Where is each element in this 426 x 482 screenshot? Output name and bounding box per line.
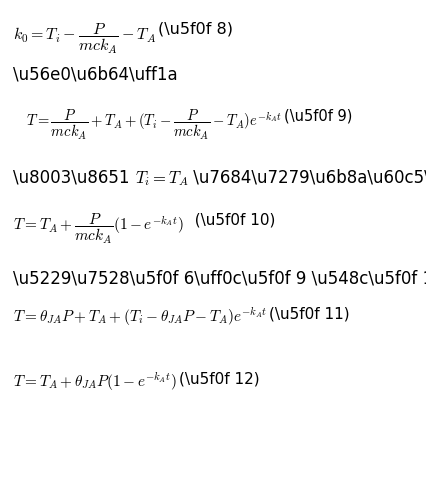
- Text: $T_i = T_A$: $T_i = T_A$: [135, 169, 188, 187]
- Text: (\u5f0f 10): (\u5f0f 10): [185, 212, 276, 227]
- Text: $T = T_A + \dfrac{P}{mck_A}(1 - e^{-k_A t})$: $T = T_A + \dfrac{P}{mck_A}(1 - e^{-k_A …: [13, 212, 183, 246]
- Text: \u5229\u7528\u5f0f 6\uff0c\u5f0f 9 \u548c\u5f0f 10 \u53ef\u4ee5\u6539\u5199\u4e3: \u5229\u7528\u5f0f 6\uff0c\u5f0f 9 \u548…: [13, 270, 426, 288]
- Text: $k_0 = T_i - \dfrac{P}{mck_A} -T_A$: $k_0 = T_i - \dfrac{P}{mck_A} -T_A$: [13, 22, 156, 56]
- Text: $T = \theta_{JA}P + T_A + (T_i - \theta_{JA}P - T_A)e^{-k_A t}$: $T = \theta_{JA}P + T_A + (T_i - \theta_…: [13, 306, 267, 328]
- Text: (\u5f0f 12): (\u5f0f 12): [178, 371, 259, 386]
- Text: \u8003\u8651: \u8003\u8651: [13, 169, 135, 187]
- Text: (\u5f0f 8): (\u5f0f 8): [158, 22, 233, 37]
- Text: $T = T_A + \theta_{JA}P(1 - e^{-k_A t})$: $T = T_A + \theta_{JA}P(1 - e^{-k_A t})$: [13, 371, 176, 393]
- Text: \u56e0\u6b64\uff1a: \u56e0\u6b64\uff1a: [13, 65, 177, 83]
- Text: (\u5f0f 9): (\u5f0f 9): [284, 108, 352, 123]
- Text: \u7684\u7279\u6b8a\u60c5\u51b5\uff1a: \u7684\u7279\u6b8a\u60c5\u51b5\uff1a: [188, 169, 426, 187]
- Text: $T = \dfrac{P}{mck_A} + T_A + (T_i - \dfrac{P}{mck_A} - T_A)e^{-k_A t}$: $T = \dfrac{P}{mck_A} + T_A + (T_i - \df…: [26, 108, 282, 143]
- Text: (\u5f0f 11): (\u5f0f 11): [269, 306, 349, 321]
